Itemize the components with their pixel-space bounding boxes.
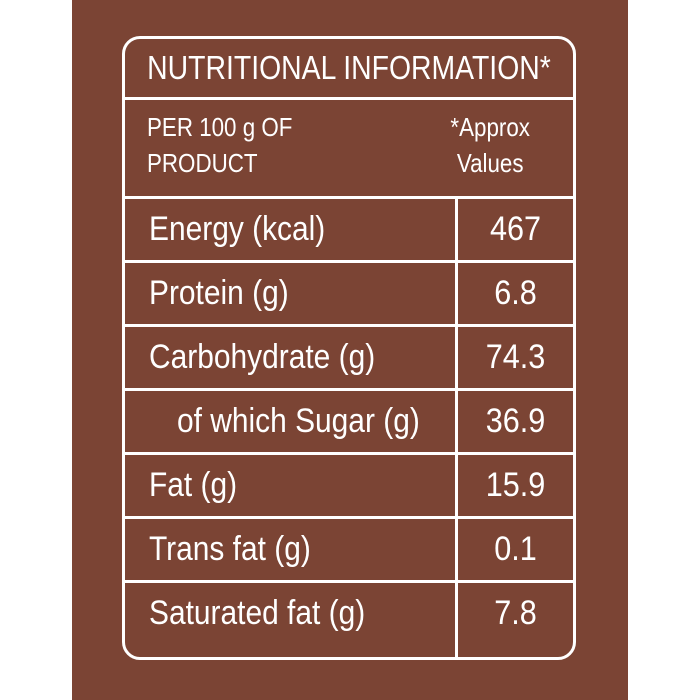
nutrient-name: Energy (kcal) (149, 210, 326, 248)
nutrient-name: Protein (g) (149, 274, 289, 312)
panel-title: NUTRITIONAL INFORMATION* (147, 49, 551, 86)
table-row: Protein (g) 6.8 (125, 263, 573, 324)
nutrient-value: 7.8 (494, 594, 537, 632)
table-row: Fat (g) 15.9 (125, 455, 573, 516)
per-100g-label: PER 100 g OF PRODUCT (147, 112, 293, 178)
row-divider (125, 516, 573, 519)
nutrient-name: Carbohydrate (g) (149, 338, 376, 376)
table-row: of which Sugar (g) 36.9 (125, 391, 573, 452)
approx-values-label: *Approx Values (450, 112, 530, 178)
row-divider (125, 452, 573, 455)
nutrition-panel: NUTRITIONAL INFORMATION* PER 100 g OF PR… (122, 36, 576, 660)
table-row: Carbohydrate (g) 74.3 (125, 327, 573, 388)
divider-title (125, 97, 573, 100)
nutrient-name: Saturated fat (g) (149, 594, 366, 632)
table-row: Trans fat (g) 0.1 (125, 519, 573, 580)
column-divider (455, 199, 458, 657)
table-row: Energy (kcal) 467 (125, 199, 573, 260)
divider-header (125, 196, 573, 199)
nutrient-value: 36.9 (485, 402, 546, 440)
nutrient-name: of which Sugar (g) (177, 402, 420, 440)
nutrient-value: 15.9 (485, 466, 546, 504)
nutrient-value: 467 (489, 210, 542, 248)
table-row: Saturated fat (g) 7.8 (125, 583, 573, 644)
row-divider (125, 260, 573, 263)
nutrient-name: Trans fat (g) (149, 530, 311, 568)
row-divider (125, 580, 573, 583)
nutrient-value: 74.3 (485, 338, 546, 376)
nutrient-name: Fat (g) (149, 466, 238, 504)
nutrient-value: 6.8 (494, 274, 537, 312)
row-divider (125, 388, 573, 391)
row-divider (125, 324, 573, 327)
nutrient-value: 0.1 (494, 530, 537, 568)
package-background (72, 0, 628, 700)
